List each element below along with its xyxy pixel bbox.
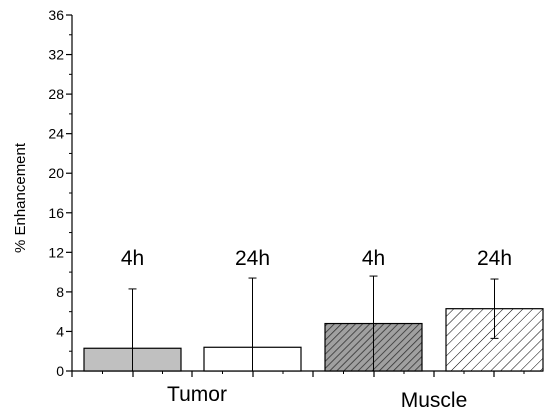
y-tick-label: 8 [56,284,64,300]
y-axis-label: % Enhancement [12,142,29,253]
bars: 4h 24h 4h 24h [83,247,544,372]
y-tick-label: 12 [48,244,64,260]
bar-label: 4h [362,247,385,270]
y-tick-label: 24 [48,126,64,142]
bar-label: 24h [235,247,270,270]
x-axis: Tumor Muscle [71,370,543,412]
group-label: Muscle [401,389,468,412]
y-tick-label: 36 [48,7,64,23]
bar-label: 4h [121,247,144,270]
y-tick-label: 16 [48,205,64,221]
y-tick-label: 32 [48,47,64,63]
y-tick-label: 4 [56,323,64,339]
y-tick-label: 20 [48,165,64,181]
y-tick-label: 28 [48,86,64,102]
group-label: Tumor [167,383,227,406]
y-tick-label: 0 [56,363,64,379]
y-axis: 0 4 8 12 16 20 24 28 32 36 [48,7,73,379]
bar-label: 24h [477,247,512,270]
